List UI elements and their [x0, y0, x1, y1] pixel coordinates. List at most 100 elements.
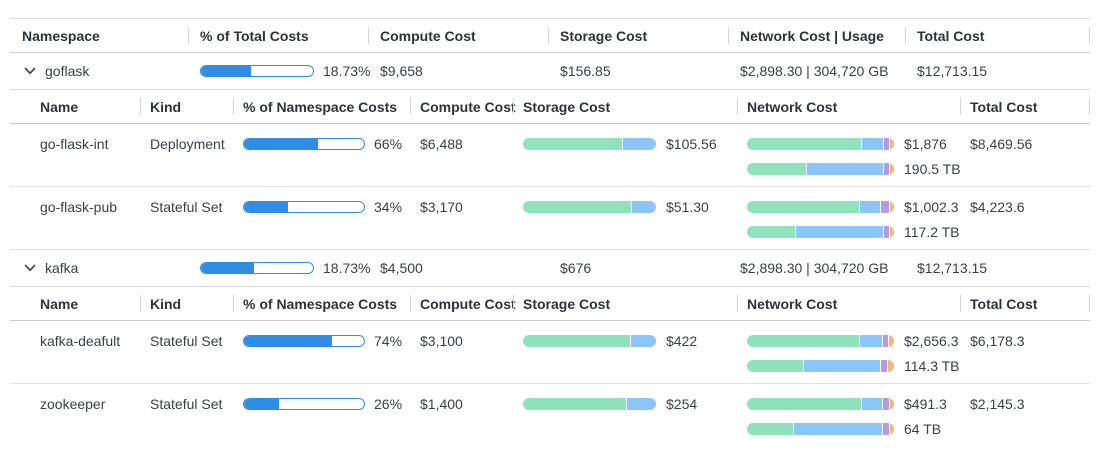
network-usage-bar — [747, 163, 894, 175]
nested-header-label: Name — [40, 98, 79, 115]
compute-cost-value: $1,400 — [420, 396, 463, 412]
namespace-storage-cell: $156.85 — [548, 63, 728, 79]
network-usage-bar — [747, 360, 894, 372]
compute-cost-value: $6,488 — [420, 136, 463, 152]
workload-row[interactable]: go-flask-int Deployment 66% $6,488 $105.56 $1… — [10, 124, 1090, 187]
pct-of-total-value: 18.73% — [323, 63, 371, 79]
nested-header--of-namespace-costs: % of Namespace Costs — [233, 287, 410, 320]
total-cost-value: $8,469.56 — [970, 136, 1033, 152]
nested-header-total-cost: Total Cost — [960, 287, 1090, 320]
workload-pct-cell: 74% — [233, 332, 410, 350]
namespace-name-cell: goflask — [10, 63, 188, 79]
network-usage-value: 190.5 TB — [904, 161, 961, 177]
namespace-pct-cell: 18.73% — [188, 63, 371, 79]
namespace-row[interactable]: goflask 18.73% $9,658 $156.85 $2,898.30 | 30… — [10, 53, 1090, 90]
nested-header-row: Name Kind % of Namespace Costs Compute Cost… — [10, 287, 1090, 321]
network-usage-bar — [747, 423, 894, 435]
workload-kind: Stateful Set — [150, 333, 223, 349]
nested-header-storage-cost: Storage Cost — [513, 287, 737, 320]
pct-of-namespace-bar — [243, 335, 365, 347]
pct-of-total-bar — [200, 65, 314, 77]
total-cost-value: $12,713.15 — [917, 63, 988, 79]
nested-header-label: Total Cost — [970, 98, 1038, 115]
workload-row[interactable]: kafka-deafult Stateful Set 74% $3,100 $422 $2… — [10, 321, 1090, 384]
network-cost-bar — [747, 335, 894, 347]
network-usage-bar — [747, 226, 894, 238]
workload-kind-cell: Stateful Set — [140, 332, 233, 350]
nested-header-total-cost: Total Cost — [960, 90, 1090, 123]
storage-cost-bar — [523, 138, 656, 150]
network-cost-value: $491.3 — [904, 396, 947, 412]
nested-header-label: Kind — [150, 295, 182, 312]
nested-header-label: Compute Cost — [420, 98, 516, 115]
workload-total-cell: $2,145.3 — [960, 395, 1090, 413]
nested-header-label: Name — [40, 295, 79, 312]
workload-total-cell: $4,223.6 — [960, 198, 1090, 216]
chevron-down-icon[interactable] — [24, 264, 36, 272]
workload-network-cell: $1,876 190.5 TB — [737, 135, 961, 178]
namespace-row[interactable]: kafka 18.73% $4,500 $676 $2,898.30 | 304,720… — [10, 250, 1090, 287]
workload-kind: Stateful Set — [150, 396, 223, 412]
nested-header-name: Name — [10, 287, 140, 320]
storage-cost-value: $51.30 — [666, 199, 709, 215]
compute-cost-value: $4,500 — [380, 260, 423, 276]
network-cost-line: $2,656.3 — [747, 332, 960, 350]
workload-name-cell: go-flask-int — [10, 135, 140, 153]
workload-network-cell: $2,656.3 114.3 TB — [737, 332, 960, 375]
nested-header-label: Kind — [150, 98, 182, 115]
network-cost-bar — [747, 138, 894, 150]
nested-header-compute-cost: Compute Cost — [410, 287, 516, 320]
storage-cost-value: $254 — [666, 396, 698, 412]
total-cost-value: $4,223.6 — [970, 199, 1025, 215]
nested-header-kind: Kind — [140, 90, 233, 123]
nested-header-network-cost: Network Cost — [737, 287, 960, 320]
nested-header-label: Storage Cost — [523, 98, 611, 115]
nested-header-label: Storage Cost — [523, 295, 611, 312]
network-usage-line: 190.5 TB — [747, 160, 961, 178]
namespace-pct-cell: 18.73% — [188, 260, 371, 276]
namespace-name: goflask — [45, 63, 90, 79]
pct-of-namespace-bar — [243, 398, 365, 410]
workload-kind-cell: Deployment — [140, 135, 233, 153]
outer-header-compute: Compute Cost — [368, 19, 548, 52]
workload-compute-cell: $6,488 — [410, 135, 513, 153]
network-cost-value: $1,876 — [904, 136, 947, 152]
network-cost-bar — [747, 201, 894, 213]
workload-name: go-flask-pub — [40, 199, 118, 215]
outer-header-row: Namespace % of Total Costs Compute Cost … — [10, 18, 1090, 53]
namespace-total-cell: $12,713.15 — [905, 63, 1090, 79]
outer-header-network: Network Cost | Usage — [728, 19, 905, 52]
workload-row[interactable]: zookeeper Stateful Set 26% $1,400 $254 $491.3… — [10, 384, 1090, 446]
network-cost-line: $1,002.3 — [747, 198, 960, 216]
workload-pct-cell: 66% — [233, 135, 410, 153]
compute-cost-value: $9,658 — [380, 63, 423, 79]
storage-cost-bar — [523, 201, 656, 213]
workload-storage-cell: $422 — [513, 332, 737, 350]
network-usage-line: 117.2 TB — [747, 223, 960, 241]
workload-pct-cell: 26% — [233, 395, 410, 413]
outer-header-namespace: Namespace — [22, 27, 100, 44]
outer-header-pct-total: % of Total Costs — [188, 19, 368, 52]
network-usage-line: 64 TB — [747, 420, 960, 438]
nested-header-kind: Kind — [140, 287, 233, 320]
workload-compute-cell: $1,400 — [410, 395, 513, 413]
workload-network-cell: $491.3 64 TB — [737, 395, 960, 438]
storage-cost-value: $105.56 — [666, 136, 717, 152]
nested-header-compute-cost: Compute Cost — [410, 90, 516, 123]
workload-row[interactable]: go-flask-pub Stateful Set 34% $3,170 $51.30 $… — [10, 187, 1090, 250]
workload-network-cell: $1,002.3 117.2 TB — [737, 198, 960, 241]
pct-of-total-bar — [200, 262, 314, 274]
network-cost-line: $1,876 — [747, 135, 960, 153]
outer-header-total: Total Cost — [905, 19, 1090, 52]
namespace-storage-cell: $676 — [548, 260, 728, 276]
network-cost-usage-value: $2,898.30 | 304,720 GB — [740, 260, 889, 276]
nested-header-row: Name Kind % of Namespace Costs Compute Cost… — [10, 90, 1090, 124]
pct-of-total-value: 18.73% — [323, 260, 371, 276]
namespace-network-cell: $2,898.30 | 304,720 GB — [728, 260, 905, 276]
chevron-down-icon[interactable] — [24, 67, 36, 75]
workload-storage-cell: $51.30 — [513, 198, 737, 216]
pct-of-namespace-bar — [243, 201, 365, 213]
network-cost-line: $491.3 — [747, 395, 960, 413]
network-usage-value: 114.3 TB — [904, 358, 960, 374]
namespace-total-cell: $12,713.15 — [905, 260, 1090, 276]
